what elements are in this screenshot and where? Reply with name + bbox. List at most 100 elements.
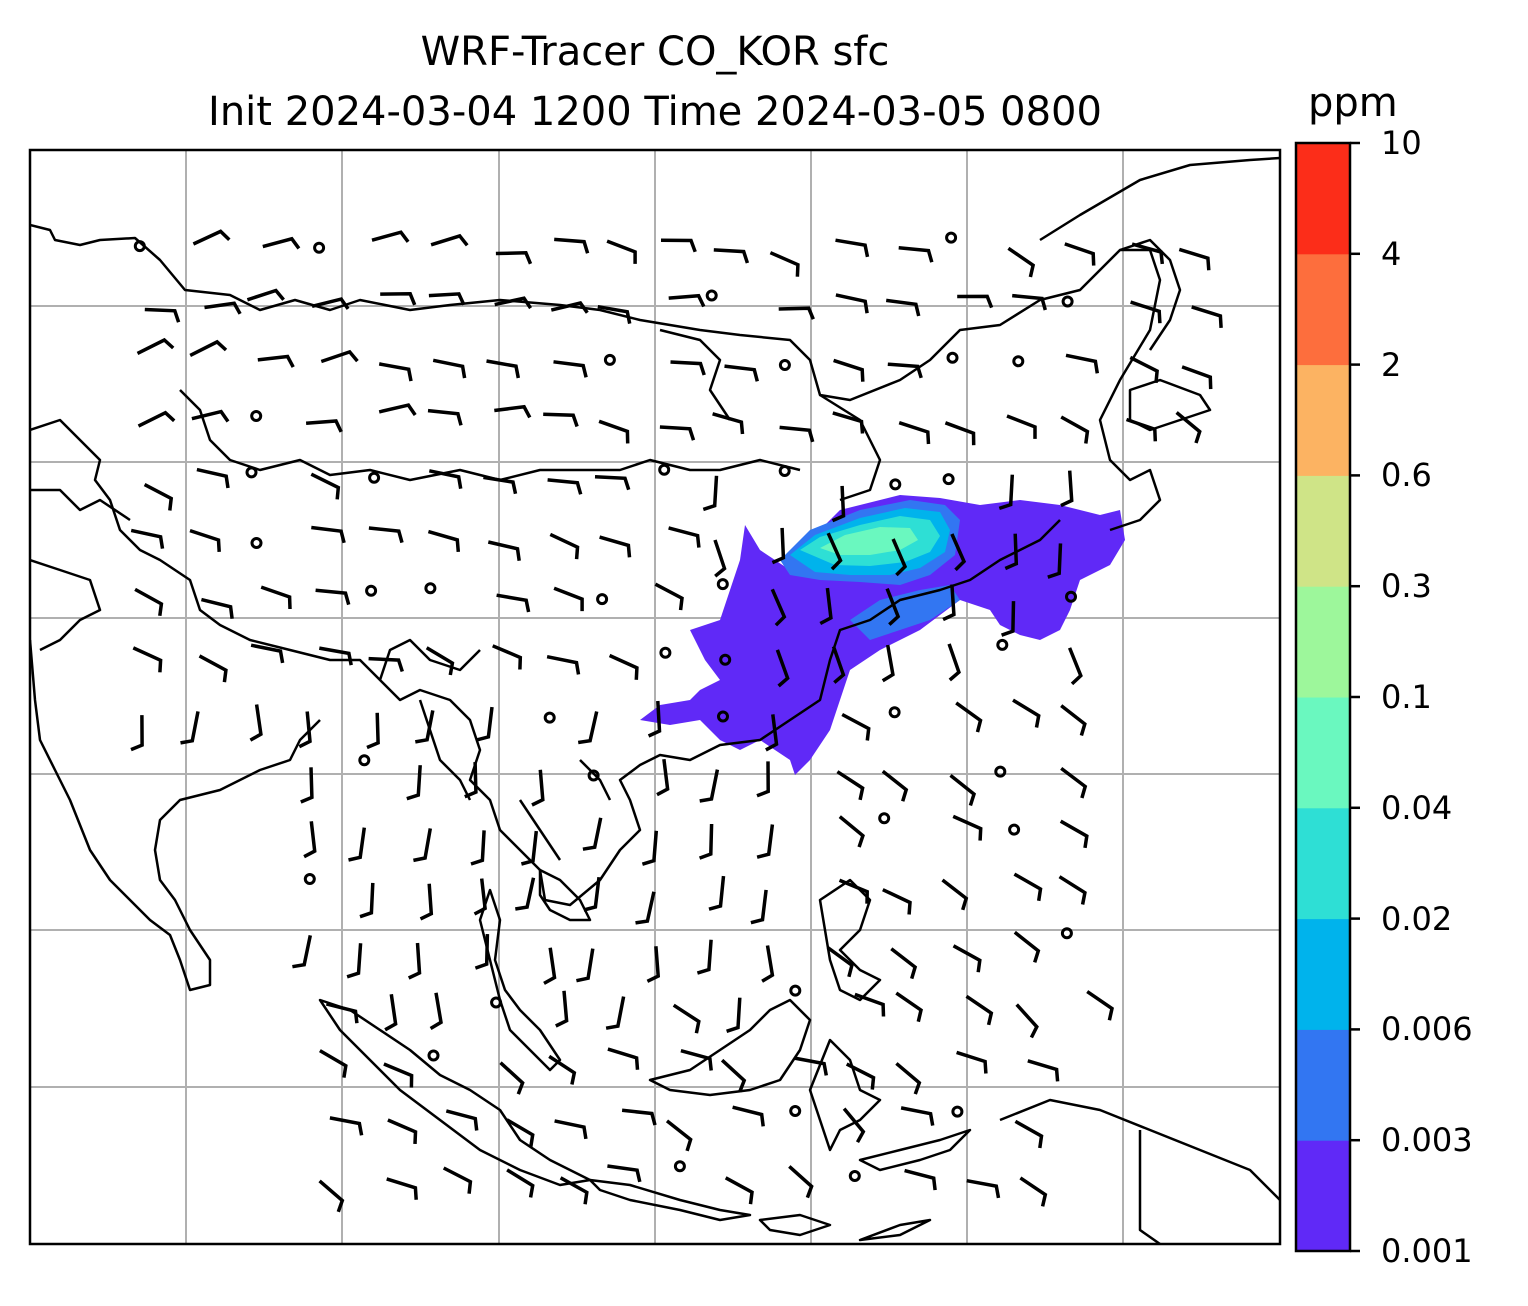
calm-circle-icon xyxy=(1061,295,1074,308)
calm-circle-icon xyxy=(778,359,791,371)
wind-barb-icon xyxy=(506,1168,535,1198)
wind-barb-icon xyxy=(835,238,870,258)
calm-circle-icon xyxy=(888,706,901,719)
wind-barb-icon xyxy=(378,403,417,416)
wind-barb-icon xyxy=(384,993,398,1032)
wind-barb-icon xyxy=(366,712,380,750)
wind-barb-icon xyxy=(680,1049,713,1071)
wind-barb-icon xyxy=(476,706,494,742)
wind-barb-icon xyxy=(137,410,176,428)
calm-circle-icon xyxy=(705,289,718,302)
wind-barb-icon xyxy=(1013,930,1041,963)
wind-barb-icon xyxy=(597,304,632,324)
wind-barb-icon xyxy=(499,1061,525,1095)
wind-barb-icon xyxy=(1191,305,1223,329)
wind-barb-icon xyxy=(553,360,588,378)
calm-circle-icon xyxy=(358,754,371,767)
wind-barb-icon xyxy=(838,815,865,848)
wind-barb-icon xyxy=(292,935,313,969)
wind-barb-icon xyxy=(1064,242,1096,266)
calm-circle-icon xyxy=(427,1049,440,1062)
calm-circle-icon xyxy=(250,537,263,549)
calm-circle-icon xyxy=(603,353,616,366)
wind-barb-icon xyxy=(841,712,871,741)
wind-barb-icon xyxy=(130,229,1223,1213)
wind-barb-icon xyxy=(483,475,518,495)
wind-barb-icon xyxy=(428,292,466,306)
wind-barb-icon xyxy=(670,360,706,376)
wind-barb-icon xyxy=(794,1056,829,1076)
wind-barb-icon xyxy=(486,359,521,379)
wind-barb-icon xyxy=(257,354,295,368)
wind-barb-icon xyxy=(180,711,200,745)
colorbar-tick-label: 0.6 xyxy=(1381,456,1432,495)
wind-barb-icon xyxy=(559,1176,589,1205)
wind-barb-icon xyxy=(1125,417,1158,442)
calm-circle-icon xyxy=(658,463,671,476)
wind-barb-icon xyxy=(246,288,285,302)
wind-barb-icon xyxy=(761,945,775,983)
wind-barb-icon xyxy=(547,478,583,495)
wind-barb-icon xyxy=(699,769,720,803)
calm-circle-icon xyxy=(878,812,891,825)
colorbar-tick-label: 0.1 xyxy=(1381,678,1432,716)
wind-barb-icon xyxy=(660,238,697,253)
calm-circle-icon xyxy=(719,653,732,666)
calm-circle-icon xyxy=(587,769,600,782)
calm-circle-icon xyxy=(1060,927,1073,940)
wind-barb-icon xyxy=(696,939,713,975)
calm-circle-icon xyxy=(659,646,672,659)
wind-barb-icon xyxy=(134,587,164,617)
colorbar-segment xyxy=(1296,143,1350,255)
wind-barb-icon xyxy=(881,644,895,683)
wind-barb-icon xyxy=(838,878,869,904)
wind-barb-icon xyxy=(432,358,467,379)
wind-barb-icon xyxy=(192,229,231,246)
plume-band-low2 xyxy=(850,585,960,640)
wind-barb-icon xyxy=(594,475,631,491)
wind-barb-icon xyxy=(130,715,144,752)
wind-barb-icon xyxy=(1014,1119,1044,1149)
wind-barb-icon xyxy=(583,876,601,912)
wind-barb-icon xyxy=(407,942,422,980)
wind-barb-icon xyxy=(348,827,367,862)
wind-barb-icon xyxy=(1175,411,1202,444)
wind-barb-icon xyxy=(771,527,786,565)
wind-barb-icon xyxy=(668,526,701,548)
wind-barb-icon xyxy=(608,653,639,680)
wind-barb-icon xyxy=(553,586,584,612)
colorbar-segment xyxy=(1296,364,1350,476)
calm-circle-icon xyxy=(1008,823,1021,836)
wind-barb-icon xyxy=(1060,415,1090,444)
wind-barb-icon xyxy=(196,467,230,489)
wind-barb-icon xyxy=(319,1049,348,1078)
wind-barb-icon xyxy=(520,830,539,866)
wind-barb-icon xyxy=(949,774,977,807)
wind-barb-icon xyxy=(260,585,292,610)
wind-barb-icon xyxy=(577,711,599,745)
wind-barb-icon xyxy=(1015,1003,1039,1039)
wind-barb-icon xyxy=(1007,246,1036,278)
wind-barb-icon xyxy=(204,301,242,315)
calm-circle-icon xyxy=(303,873,316,885)
wind-barb-icon xyxy=(310,472,341,500)
wind-barb-icon xyxy=(606,239,637,264)
colorbar-tick-label: 0.02 xyxy=(1381,899,1453,938)
wind-barb-icon xyxy=(952,814,983,841)
wind-barb-icon xyxy=(1178,247,1211,271)
calm-circle-icon xyxy=(543,711,556,724)
wind-barb-icon xyxy=(428,469,463,489)
wind-barb-icon xyxy=(136,337,175,355)
colorbar-segment xyxy=(1296,807,1350,920)
wind-barb-icon xyxy=(641,830,659,866)
calm-circle-icon xyxy=(778,465,791,477)
wind-barb-icon xyxy=(132,646,163,673)
colorbar-tick-label: 0.001 xyxy=(1381,1232,1473,1270)
wind-barb-icon xyxy=(346,943,363,979)
wind-barb-icon xyxy=(318,1179,345,1213)
wind-barb-icon xyxy=(555,990,569,1028)
wind-barb-icon xyxy=(712,412,745,435)
wind-barb-icon xyxy=(387,1118,418,1144)
wind-barb-icon xyxy=(724,364,759,382)
